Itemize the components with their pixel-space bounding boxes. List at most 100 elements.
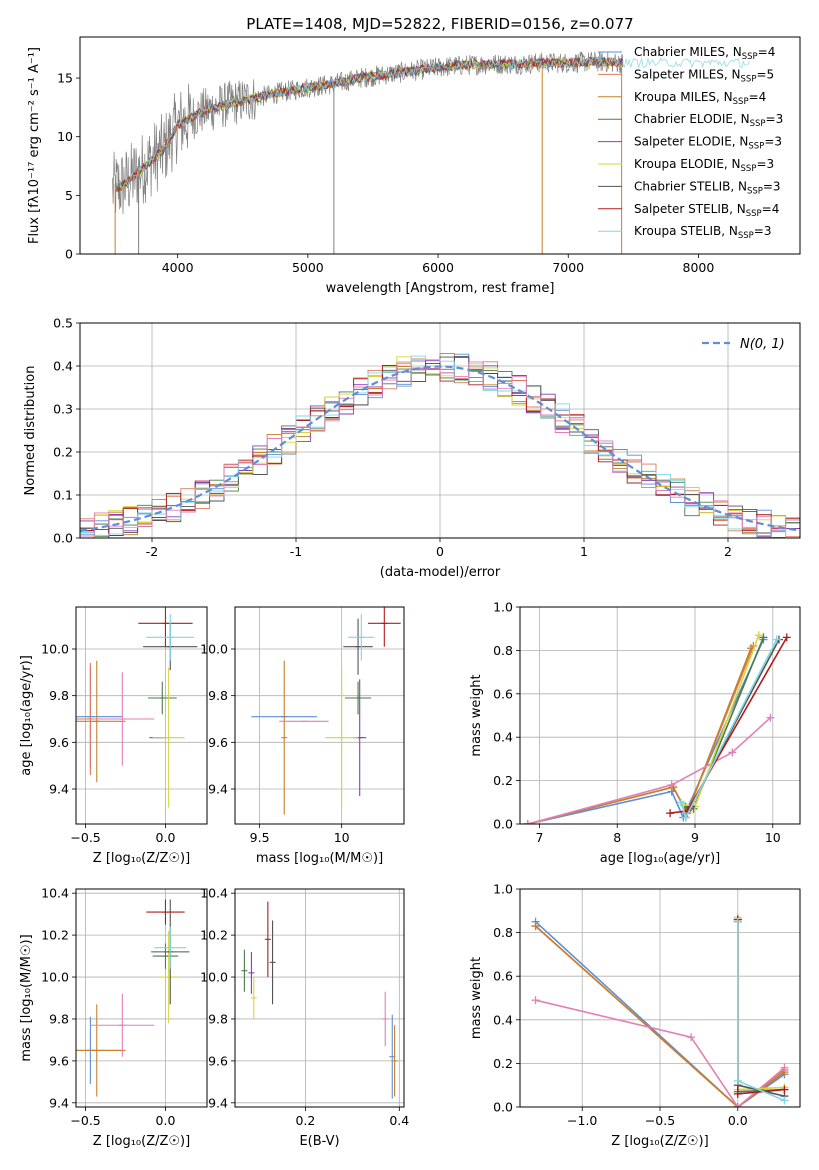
legend-label: Chabrier MILES, NSSP=4 <box>634 45 775 62</box>
y-tick-label: 0.6 <box>493 969 513 984</box>
y-tick-label: 10.2 <box>200 928 228 943</box>
histogram-step <box>80 361 800 537</box>
y-tick-label: 0.0 <box>53 531 73 546</box>
legend-label: Kroupa STELIB, NSSP=3 <box>634 224 772 241</box>
errorbar-point <box>269 920 276 1005</box>
y-tick-label: 0.8 <box>493 925 513 940</box>
ticks: -2 -1 0 1 2 0.0 0.1 0.2 0.3 0.4 0.5 <box>53 316 732 560</box>
y-axis-label: Flux [fλ10⁻¹⁷ erg cm⁻² s⁻¹ A⁻¹] <box>27 47 42 244</box>
x-tick-label: -1 <box>290 544 302 559</box>
x-axis-label: wavelength [Angstrom, rest frame] <box>326 281 555 296</box>
y-tick-label: 0.2 <box>493 1056 513 1071</box>
x-axis-label: Z [log₁₀(Z/Z☉)] <box>611 1134 708 1149</box>
panel-age_vs_mass: 9.5 10 9.4 9.6 9.8 10.0 mass [log₁₀(M/M☉)] <box>200 606 405 866</box>
axes-frame <box>79 322 801 539</box>
y-tick-label: 0.4 <box>493 730 513 745</box>
series-marker <box>772 635 781 644</box>
plot-area <box>251 607 401 815</box>
series-marker <box>780 1085 789 1094</box>
errorbar-point <box>138 607 193 647</box>
model-spectrum-line <box>115 56 624 191</box>
panel-spectrum: 4000 5000 6000 7000 8000 0 5 10 15 wavelength [An… <box>27 36 801 296</box>
errorbar-point <box>382 991 389 1047</box>
normal-curve <box>80 365 800 532</box>
series-marker <box>531 922 540 931</box>
x-tick-label: 7 <box>535 830 543 845</box>
x-axis-label: Z [log₁₀(Z/Z☉)] <box>93 1134 190 1149</box>
y-tick-label: 0.5 <box>53 316 73 331</box>
x-tick-label: 10 <box>765 830 781 845</box>
axes-frame <box>234 606 405 825</box>
legend-label: Kroupa MILES, NSSP=4 <box>634 90 766 107</box>
y-tick-label: 0.0 <box>493 817 513 832</box>
y-tick-label: 9.4 <box>208 782 228 797</box>
errorbar-point <box>281 660 288 815</box>
series-line <box>527 717 771 824</box>
plot-area <box>76 899 190 1097</box>
errorbar-point <box>391 1025 398 1097</box>
y-axis-label: age [log₁₀(age/yr)] <box>19 655 34 776</box>
y-tick-label: 9.6 <box>208 735 228 750</box>
x-tick-label: 1 <box>580 544 588 559</box>
y-tick-label: 0.1 <box>53 488 73 503</box>
y-tick-label: 1.0 <box>493 882 513 897</box>
x-tick-label: -2 <box>146 544 158 559</box>
y-tick-label: 9.4 <box>49 782 69 797</box>
plot-area <box>76 607 198 808</box>
legend: Chabrier MILES, NSSP=4 Salpeter MILES, NS… <box>598 45 783 241</box>
series-marker <box>733 1076 742 1085</box>
y-axis-label: mass weight <box>469 674 484 756</box>
axes-frame <box>75 888 208 1108</box>
legend-label: Salpeter STELIB, NSSP=4 <box>634 202 779 219</box>
x-tick-label: 0.2 <box>295 1113 315 1128</box>
x-tick-label: 8000 <box>683 260 715 275</box>
panel-weight_vs_Z: −1.0 −0.5 0.0 0.0 0.2 0.4 0.6 0.8 1.0 Z [log₁₀(Z/… <box>469 882 801 1149</box>
plot-area <box>523 631 791 824</box>
y-tick-label: 10.0 <box>41 970 69 985</box>
y-tick-label: 1.0 <box>493 600 513 615</box>
plot-area <box>112 51 750 254</box>
plot-area <box>241 901 398 1099</box>
ticks: 7 8 9 10 0.0 0.2 0.4 0.6 0.8 1.0 <box>493 600 781 846</box>
errorbar-point <box>147 681 177 715</box>
ticks: 0.2 0.4 9.4 9.6 9.8 10.0 10.2 10.4 <box>200 886 409 1128</box>
errorbar-point <box>90 672 155 766</box>
axes-frame <box>519 606 801 825</box>
x-axis-label: E(B-V) <box>299 1134 339 1149</box>
series-marker <box>677 798 685 807</box>
plot-area <box>531 913 789 1107</box>
y-tick-label: 9.6 <box>208 1053 228 1068</box>
errorbar-point <box>154 926 187 969</box>
y-tick-label: 0 <box>65 247 73 262</box>
series-marker <box>666 809 675 818</box>
series-marker <box>531 996 540 1005</box>
y-tick-label: 10.0 <box>200 642 228 657</box>
series-line <box>527 647 752 824</box>
legend: N(0, 1) <box>702 337 785 352</box>
panel-mass_vs_EBV: 0.2 0.4 9.4 9.6 9.8 10.0 10.2 10.4 E(B-V) <box>200 886 409 1149</box>
y-tick-label: 0.3 <box>53 402 73 417</box>
y-axis-label: mass weight <box>469 957 484 1039</box>
x-tick-label: 8 <box>613 830 621 845</box>
y-tick-label: 9.6 <box>49 735 69 750</box>
errorbar-point <box>146 899 185 925</box>
y-tick-label: 15 <box>57 71 73 86</box>
series-marker <box>733 1089 742 1098</box>
y-tick-label: 10.0 <box>200 970 228 985</box>
series-line <box>535 925 785 1107</box>
series-marker <box>733 917 742 926</box>
x-tick-label: 6000 <box>422 260 454 275</box>
y-tick-label: 10.4 <box>41 886 69 901</box>
x-tick-label: −0.5 <box>70 1113 100 1128</box>
y-tick-label: 9.6 <box>49 1053 69 1068</box>
figure-title: PLATE=1408, MJD=52822, FIBERID=0156, z=0… <box>246 15 633 33</box>
series-marker <box>780 1063 789 1072</box>
series-marker <box>780 1096 789 1105</box>
ticks: −1.0 −0.5 0.0 0.0 0.2 0.4 0.6 0.8 1.0 <box>493 882 748 1129</box>
x-axis-label: mass [log₁₀(M/M☉)] <box>256 851 383 866</box>
y-tick-label: 5 <box>65 188 73 203</box>
ticks: 9.5 10 9.4 9.6 9.8 10.0 <box>200 642 349 846</box>
x-tick-label: 9 <box>691 830 699 845</box>
